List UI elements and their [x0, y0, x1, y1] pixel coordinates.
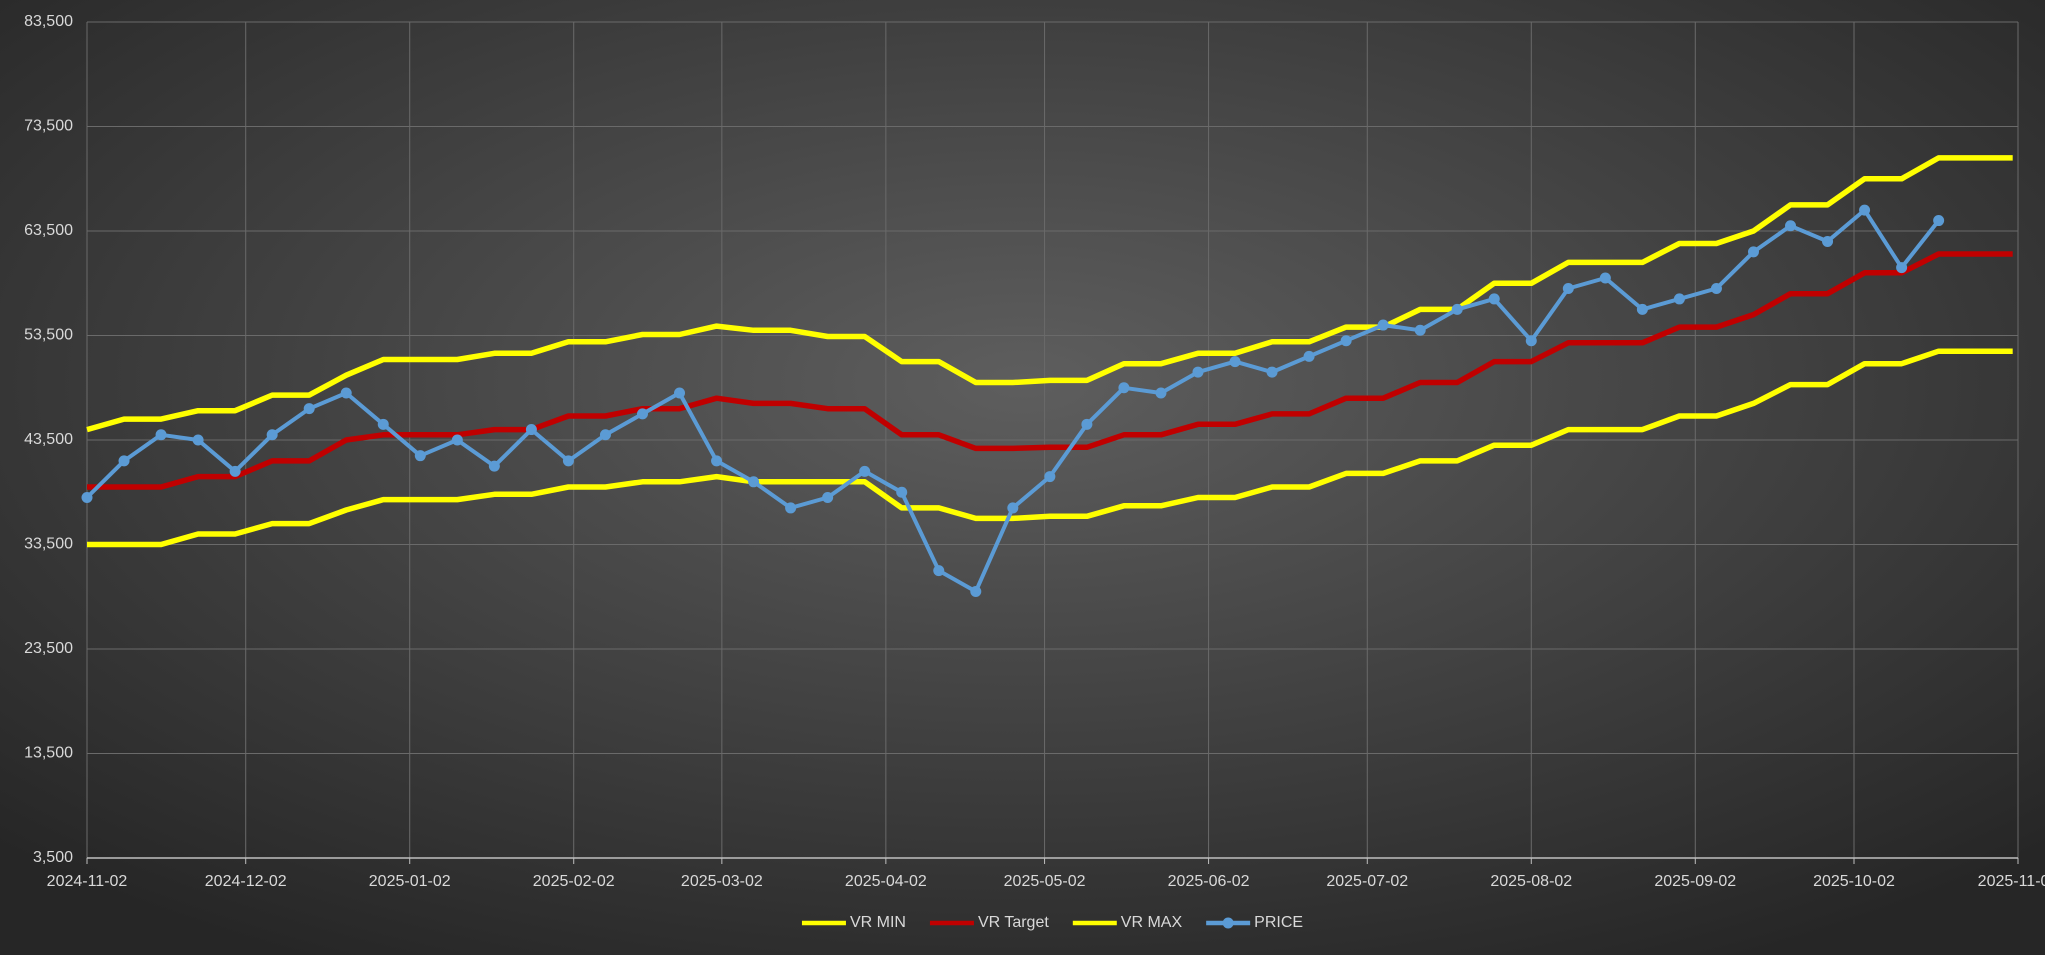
price-marker — [1451, 303, 1463, 315]
legend-item: PRICE — [1206, 914, 1303, 931]
price-marker — [118, 455, 130, 467]
price-marker — [1377, 319, 1389, 331]
x-tick-label: 2025-06-02 — [1168, 873, 1250, 890]
price-marker — [1340, 335, 1352, 347]
x-tick-label: 2025-01-02 — [369, 873, 451, 890]
price-marker — [1155, 387, 1167, 399]
series-line — [87, 251, 2013, 490]
y-tick-label: 73,500 — [24, 118, 73, 135]
legend-label: VR Target — [978, 914, 1049, 931]
y-tick-label: 63,500 — [24, 222, 73, 239]
price-marker — [488, 460, 500, 472]
y-tick-label: 13,500 — [24, 745, 73, 762]
price-marker — [155, 429, 167, 441]
price-marker — [1859, 204, 1871, 216]
x-tick-label: 2025-08-02 — [1490, 873, 1572, 890]
x-tick-label: 2025-04-02 — [845, 873, 927, 890]
price-marker — [785, 502, 797, 514]
legend-label: PRICE — [1254, 914, 1303, 931]
price-marker — [562, 455, 574, 467]
x-tick-label: 2025-05-02 — [1004, 873, 1086, 890]
legend-item: VR MIN — [801, 914, 906, 931]
price-marker — [636, 408, 648, 420]
price-marker — [1118, 382, 1130, 394]
legend-label: VR MIN — [850, 914, 906, 931]
price-marker — [1822, 235, 1834, 247]
price-marker — [414, 450, 426, 462]
series-line — [86, 155, 2013, 433]
price-marker — [377, 418, 389, 430]
price-marker — [711, 455, 723, 467]
price-marker — [1081, 418, 1093, 430]
price-marker — [303, 403, 315, 415]
price-marker — [1007, 502, 1019, 514]
price-marker — [896, 486, 908, 498]
x-tick-label: 2025-11-02 — [1978, 873, 2045, 890]
x-tick-label: 2024-11-02 — [47, 873, 128, 890]
price-marker — [674, 387, 686, 399]
price-marker — [340, 387, 352, 399]
price-marker — [859, 465, 871, 477]
price-marker — [1747, 246, 1759, 258]
y-tick-label: 53,500 — [24, 327, 73, 344]
price-marker — [822, 491, 834, 503]
price-marker — [266, 429, 278, 441]
price-marker — [1599, 272, 1611, 284]
legend-item: VR MAX — [1072, 914, 1183, 931]
price-marker — [599, 429, 611, 441]
price-marker — [1562, 282, 1574, 294]
price-marker — [1414, 324, 1426, 336]
x-tick-label: 2024-12-02 — [205, 873, 287, 890]
x-tick-label: 2025-10-02 — [1813, 873, 1895, 890]
price-marker — [1229, 356, 1241, 368]
x-tick-label: 2025-07-02 — [1326, 873, 1408, 890]
price-marker — [1710, 282, 1722, 294]
price-marker — [525, 424, 537, 436]
price-marker — [1303, 350, 1315, 362]
price-marker — [1525, 335, 1537, 347]
price-marker — [451, 434, 463, 446]
x-tick-label: 2025-02-02 — [533, 873, 615, 890]
legend-item: VR Target — [929, 914, 1049, 931]
price-marker — [81, 491, 93, 503]
price-marker — [1673, 293, 1685, 305]
price-marker — [1266, 366, 1278, 378]
price-marker — [192, 434, 204, 446]
price-marker — [1192, 366, 1204, 378]
series-line — [87, 348, 2013, 548]
price-marker — [1933, 215, 1945, 227]
price-marker — [933, 565, 945, 577]
y-tick-label: 83,500 — [24, 13, 73, 30]
legend: VR MIN VR Target VR MAX PRICE — [801, 914, 1303, 931]
price-marker — [1044, 471, 1056, 483]
price-marker — [970, 586, 982, 598]
y-tick-label: 33,500 — [24, 536, 73, 553]
price-marker — [229, 465, 241, 477]
price-marker — [1488, 293, 1500, 305]
x-tick-label: 2025-09-02 — [1654, 873, 1736, 890]
price-marker — [1896, 262, 1908, 274]
price-marker — [748, 476, 760, 488]
price-marker — [1636, 303, 1648, 315]
legend-marker — [1222, 917, 1234, 929]
y-tick-label: 23,500 — [24, 640, 73, 657]
y-tick-label: 3,500 — [33, 849, 73, 866]
y-tick-label: 43,500 — [24, 431, 73, 448]
legend-label: VR MAX — [1121, 914, 1183, 931]
x-tick-label: 2025-03-02 — [681, 873, 763, 890]
price-marker — [1785, 220, 1797, 232]
